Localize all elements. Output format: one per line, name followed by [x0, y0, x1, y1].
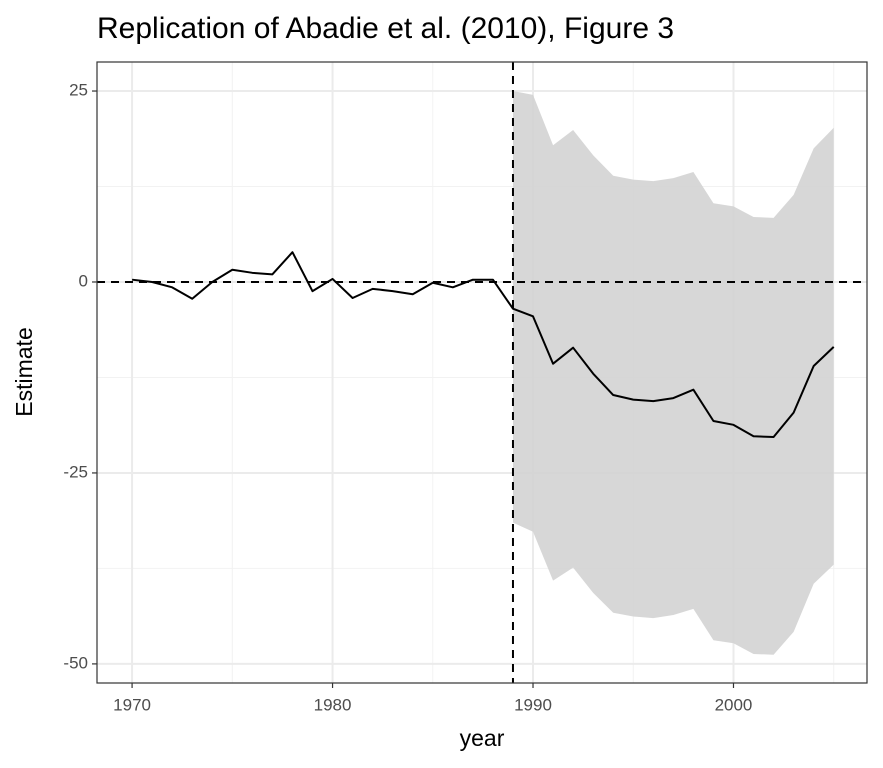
chart-title: Replication of Abadie et al. (2010), Fig…	[97, 12, 674, 45]
x-tick-label: 1980	[314, 695, 352, 714]
x-tick-label: 2000	[715, 695, 753, 714]
x-axis-label: year	[460, 725, 505, 751]
y-tick-label: 25	[69, 81, 88, 100]
x-tick-label: 1970	[113, 695, 151, 714]
y-axis-label: Estimate	[11, 327, 37, 416]
panel-border	[96, 61, 868, 684]
x-tick-label: 1990	[514, 695, 552, 714]
line	[131, 251, 835, 439]
y-tick-label: -25	[63, 462, 88, 481]
confidence-band	[512, 91, 834, 655]
y-tick-label: -50	[63, 653, 88, 672]
y-tick-label: 0	[79, 271, 88, 290]
